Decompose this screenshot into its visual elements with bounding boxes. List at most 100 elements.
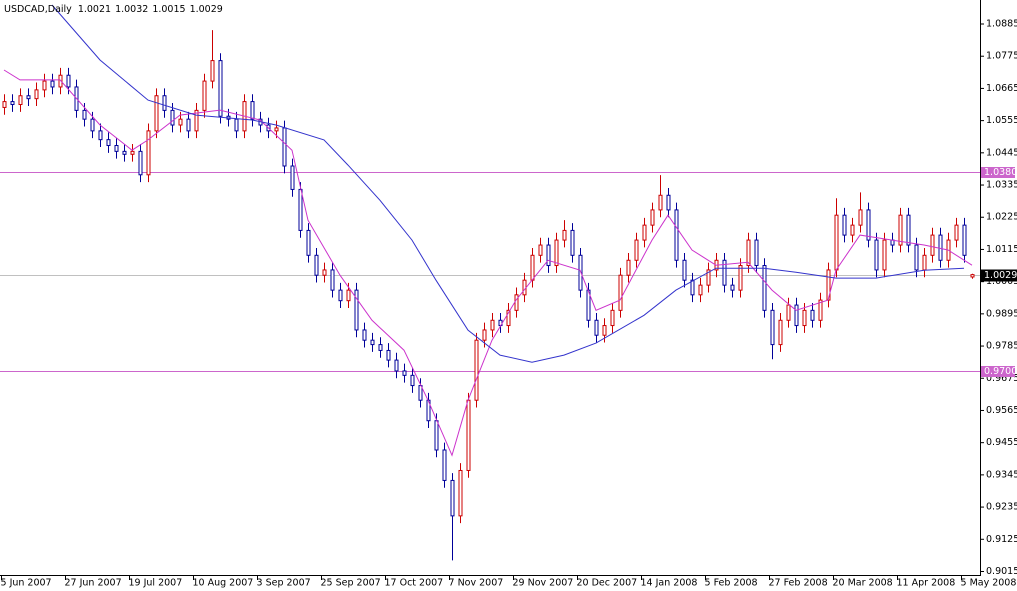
price-label: 0.9700: [984, 366, 1017, 377]
candle-body: [90, 118, 95, 132]
price-label: 1.0380: [984, 167, 1017, 178]
candle-body: [562, 229, 567, 241]
y-tick-label: 0.9565: [986, 405, 1017, 416]
x-tick-label: 20 Dec 2007: [577, 578, 638, 589]
candle-body: [642, 224, 647, 241]
candle-body: [906, 214, 911, 246]
candle-body: [338, 289, 343, 302]
candle-body: [42, 80, 47, 91]
candle-body: [154, 95, 159, 132]
candle-body: [730, 284, 735, 291]
candle-body: [218, 60, 223, 117]
y-tick-label: 0.9455: [986, 437, 1017, 448]
candle-body: [962, 224, 967, 256]
candle-body: [850, 224, 855, 236]
candle-body: [602, 325, 607, 336]
candle-body: [770, 309, 775, 346]
candle-body: [26, 95, 31, 100]
candle-body: [634, 239, 639, 261]
candle-body: [34, 89, 39, 100]
price-label-box: [981, 366, 1015, 377]
candle-body: [586, 289, 591, 321]
candle-body: [650, 209, 655, 226]
candle-body: [786, 304, 791, 321]
candle-body: [482, 329, 487, 341]
candle-body: [250, 101, 255, 120]
candle-body: [298, 188, 303, 231]
price-label-box: [981, 167, 1015, 178]
candle-body: [698, 284, 703, 296]
chart-title: USDCAD,Daily: [4, 4, 72, 15]
y-tick-label: 1.0775: [986, 51, 1017, 62]
candle-body: [938, 234, 943, 261]
candle-body: [594, 319, 599, 336]
candle-body: [746, 239, 751, 267]
candle-body: [842, 214, 847, 236]
candle-body: [682, 259, 687, 281]
x-tick-label: 7 Nov 2007: [449, 578, 504, 589]
y-tick-label: 0.9235: [986, 502, 1017, 513]
candle-body: [474, 339, 479, 401]
candle-body: [658, 194, 663, 211]
candle-body: [378, 344, 383, 351]
candle-body: [554, 239, 559, 267]
candle-body: [858, 209, 863, 226]
candle-body: [690, 279, 695, 296]
current-price-label: 1.0029: [984, 270, 1017, 281]
x-tick-label: 5 May 2008: [961, 578, 1017, 589]
candle-body: [434, 420, 439, 451]
x-tick-label: 27 Feb 2008: [769, 578, 828, 589]
candle-body: [10, 101, 15, 106]
x-tick-label: 5 Jun 2007: [1, 578, 52, 589]
moving-average: [51, 4, 965, 363]
candle-body: [506, 309, 511, 327]
candle-body: [538, 244, 543, 256]
candle-body: [322, 269, 327, 276]
y-tick-label: 1.0885: [986, 19, 1017, 30]
candle-body: [802, 309, 807, 327]
candle-body: [954, 224, 959, 241]
candle-body: [570, 229, 575, 256]
candle-body: [138, 150, 143, 176]
x-tick-label: 29 Nov 2007: [513, 578, 574, 589]
candle-body: [106, 139, 111, 147]
candle-body: [66, 74, 71, 88]
moving-average: [3, 69, 973, 457]
y-tick-label: 1.0665: [986, 83, 1017, 94]
candle-body: [386, 349, 391, 361]
candle-body: [674, 209, 679, 261]
y-tick-label: 0.9125: [986, 534, 1017, 545]
candle-body: [882, 239, 887, 271]
candle-body: [194, 109, 199, 132]
y-tick-label: 1.0555: [986, 115, 1017, 126]
candle-body: [922, 254, 927, 271]
candle-body: [818, 299, 823, 321]
candle-body: [490, 319, 495, 331]
candle-body: [546, 244, 551, 267]
y-tick-label: 1.0005: [986, 276, 1017, 287]
candle-body: [114, 145, 119, 152]
candle-body: [370, 339, 375, 346]
candle-body: [754, 239, 759, 267]
candle-body: [898, 214, 903, 246]
x-tick-label: 19 Jul 2007: [129, 578, 183, 589]
x-tick-label: 5 Feb 2008: [705, 578, 758, 589]
last-close: 1.0029: [190, 4, 223, 15]
candle-body: [626, 259, 631, 276]
candle-body: [122, 150, 127, 155]
candle-body: [402, 370, 407, 376]
x-tick-label: 10 Aug 2007: [193, 578, 254, 589]
candle-body: [146, 130, 151, 176]
candle-body: [18, 95, 23, 106]
candle-body: [666, 194, 671, 211]
candle-body: [722, 259, 727, 286]
candle-body: [762, 265, 767, 311]
candle-body: [970, 274, 975, 278]
candle-body: [738, 265, 743, 291]
y-tick-label: 1.0445: [986, 147, 1017, 158]
candle-body: [314, 254, 319, 276]
candle-body: [362, 329, 367, 341]
candle-body: [778, 319, 783, 346]
y-tick-label: 1.0335: [986, 180, 1017, 191]
candle-body: [330, 269, 335, 291]
